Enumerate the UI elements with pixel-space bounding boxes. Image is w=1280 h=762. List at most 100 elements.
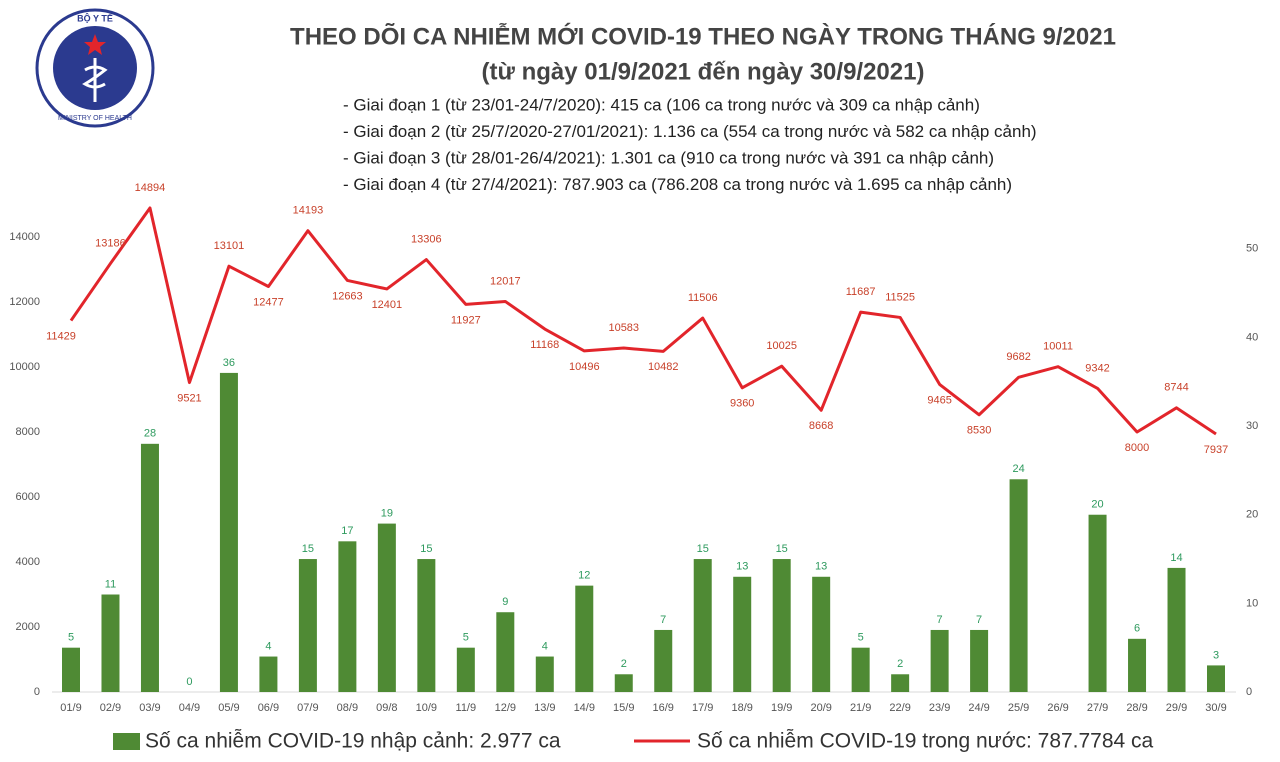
bar-value-label: 15	[776, 543, 788, 555]
bar	[970, 629, 989, 692]
bar	[417, 559, 436, 692]
bar	[338, 541, 357, 692]
bar	[654, 629, 673, 692]
x-tick-label: 08/9	[337, 702, 358, 714]
bar	[298, 559, 317, 692]
y2-tick-label: 40	[1246, 331, 1258, 343]
bar	[851, 647, 870, 692]
bar	[219, 372, 238, 692]
line-value-label: 11927	[451, 314, 481, 326]
bar-value-label: 4	[265, 640, 271, 652]
bar-value-label: 15	[420, 543, 432, 555]
line-value-label: 7937	[1204, 444, 1228, 456]
x-tick-label: 29/9	[1166, 702, 1187, 714]
bar	[259, 656, 278, 692]
line-value-label: 8000	[1125, 442, 1149, 454]
bar-value-label: 17	[341, 525, 353, 537]
bar-value-label: 28	[144, 428, 156, 440]
bar	[1207, 665, 1225, 692]
line-value-label: 8530	[967, 425, 991, 437]
bar	[456, 647, 475, 692]
bar-value-label: 12	[578, 570, 590, 582]
line-value-label: 11168	[530, 339, 559, 351]
bar	[575, 585, 594, 692]
y2-tick-label: 30	[1246, 420, 1258, 432]
note: - Giai đoạn 1 (từ 23/01-24/7/2020): 415 …	[343, 95, 980, 114]
bar-value-label: 11	[105, 578, 116, 590]
line-value-label: 12401	[372, 299, 403, 311]
line-value-label: 8668	[809, 420, 833, 432]
x-tick-label: 26/9	[1047, 702, 1068, 714]
line-value-label: 9682	[1006, 351, 1030, 363]
logo-star	[84, 34, 106, 55]
bar	[140, 443, 159, 692]
x-tick-label: 17/9	[692, 702, 713, 714]
bar-value-label: 5	[463, 632, 469, 644]
line-value-label: 10583	[608, 322, 639, 334]
x-tick-label: 15/9	[613, 702, 634, 714]
bar	[1128, 638, 1147, 692]
x-tick-label: 10/9	[416, 702, 437, 714]
note: - Giai đoạn 2 (từ 25/7/2020-27/01/2021):…	[343, 122, 1037, 141]
bar-value-label: 7	[937, 614, 943, 626]
x-tick-label: 14/9	[574, 702, 595, 714]
line-value-label: 12663	[332, 290, 363, 302]
x-tick-label: 21/9	[850, 702, 871, 714]
line-value-label: 10482	[648, 361, 679, 373]
logo-staff	[82, 58, 108, 102]
y2-tick-label: 0	[1246, 686, 1252, 698]
x-tick-label: 22/9	[889, 702, 910, 714]
x-tick-label: 30/9	[1205, 702, 1226, 714]
bar	[891, 674, 910, 692]
x-tick-label: 04/9	[179, 702, 200, 714]
line-value-label: 11687	[846, 286, 876, 298]
x-tick-label: 16/9	[653, 702, 674, 714]
x-tick-label: 03/9	[139, 702, 160, 714]
line-value-label: 14193	[293, 205, 324, 217]
bar	[614, 674, 633, 692]
y2-tick-label: 50	[1246, 243, 1258, 255]
chart-title: THEO DÕI CA NHIỄM MỚI COVID-19 THEO NGÀY…	[290, 21, 1116, 50]
bar-value-label: 13	[736, 561, 748, 573]
bar-value-label: 2	[897, 658, 903, 670]
bar	[496, 612, 515, 692]
y-tick-label: 12000	[9, 296, 40, 308]
line-value-label: 9342	[1085, 362, 1109, 374]
line-value-label: 14894	[135, 182, 166, 194]
x-tick-label: 12/9	[495, 702, 516, 714]
bar-value-label: 4	[542, 640, 548, 652]
bar	[1088, 514, 1107, 692]
bar	[62, 647, 80, 692]
y-tick-label: 2000	[16, 621, 40, 633]
logo: BỘ Y TẾ MINISTRY OF HEALTH	[35, 8, 155, 128]
bar-value-label: 5	[68, 632, 74, 644]
line	[69, 206, 1217, 436]
x-tick-label: 23/9	[929, 702, 950, 714]
bar	[772, 559, 791, 692]
bar	[812, 576, 831, 692]
line-value-label: 10025	[766, 340, 797, 352]
bar-value-label: 7	[976, 614, 982, 626]
bar-value-label: 14	[1170, 552, 1182, 564]
x-tick-label: 09/8	[376, 702, 397, 714]
bar	[693, 559, 712, 692]
x-tick-label: 18/9	[731, 702, 752, 714]
y-tick-label: 14000	[9, 231, 40, 243]
logo-top: BỘ Y TẾ	[77, 12, 113, 23]
y2-tick-label: 10	[1246, 597, 1258, 609]
x-tick-label: 27/9	[1087, 702, 1108, 714]
y-tick-label: 8000	[16, 426, 40, 438]
bar-value-label: 15	[302, 543, 314, 555]
bar-value-label: 5	[858, 632, 864, 644]
bar	[733, 576, 752, 692]
bar-value-label: 2	[621, 658, 627, 670]
bar-value-label: 24	[1012, 463, 1024, 475]
line-value-label: 9465	[927, 394, 951, 406]
note: - Giai đoạn 4 (từ 27/4/2021): 787.903 ca…	[343, 175, 1012, 194]
x-tick-label: 01/9	[60, 702, 81, 714]
x-tick-label: 25/9	[1008, 702, 1029, 714]
legend-label: Số ca nhiễm COVID-19 trong nước: 787.778…	[697, 730, 1154, 753]
bar-value-label: 15	[697, 543, 709, 555]
line-value-label: 13306	[411, 233, 442, 245]
line-value-label: 13186	[95, 237, 126, 249]
